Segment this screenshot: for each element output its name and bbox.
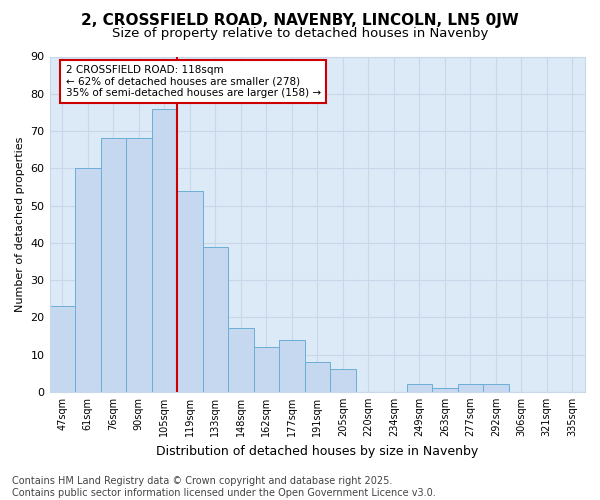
Bar xyxy=(279,340,305,392)
Bar xyxy=(330,370,356,392)
Y-axis label: Number of detached properties: Number of detached properties xyxy=(15,136,25,312)
X-axis label: Distribution of detached houses by size in Navenby: Distribution of detached houses by size … xyxy=(156,444,478,458)
Bar xyxy=(75,168,101,392)
Bar xyxy=(101,138,126,392)
Bar xyxy=(407,384,432,392)
Bar xyxy=(203,246,228,392)
Text: 2, CROSSFIELD ROAD, NAVENBY, LINCOLN, LN5 0JW: 2, CROSSFIELD ROAD, NAVENBY, LINCOLN, LN… xyxy=(81,12,519,28)
Bar xyxy=(254,347,279,392)
Text: 2 CROSSFIELD ROAD: 118sqm
← 62% of detached houses are smaller (278)
35% of semi: 2 CROSSFIELD ROAD: 118sqm ← 62% of detac… xyxy=(65,65,321,98)
Bar xyxy=(228,328,254,392)
Bar xyxy=(126,138,152,392)
Bar xyxy=(458,384,483,392)
Bar xyxy=(50,306,75,392)
Bar xyxy=(177,190,203,392)
Bar xyxy=(305,362,330,392)
Bar xyxy=(152,108,177,392)
Text: Size of property relative to detached houses in Navenby: Size of property relative to detached ho… xyxy=(112,28,488,40)
Text: Contains HM Land Registry data © Crown copyright and database right 2025.
Contai: Contains HM Land Registry data © Crown c… xyxy=(12,476,436,498)
Bar xyxy=(483,384,509,392)
Bar xyxy=(432,388,458,392)
